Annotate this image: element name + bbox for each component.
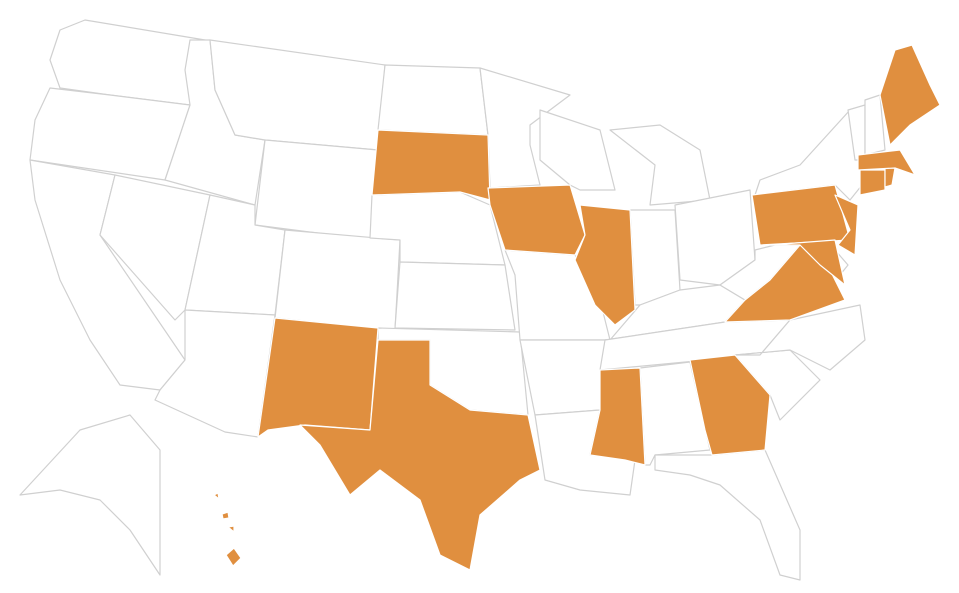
state-sd [371,129,491,201]
state-ct [859,169,886,196]
state-mi [609,124,711,206]
state-nm [257,317,379,438]
state-wi [539,109,616,191]
state-md [769,239,846,286]
state-ga [689,354,771,456]
state-ma [857,149,916,176]
state-az [154,309,276,438]
state-hi-island [221,511,230,520]
state-ak [19,414,161,576]
state-tx [299,339,541,571]
state-ks [394,261,516,331]
state-nc [734,304,866,371]
state-wy [254,139,379,241]
state-hi-island [213,492,220,500]
state-me [879,44,941,146]
state-ms [589,367,646,466]
state-ia [487,184,586,256]
state-fl [654,449,801,581]
state-mt [209,39,386,151]
state-co [274,229,401,331]
state-pa [751,184,851,246]
state-nd [377,64,489,136]
state-nv [99,174,211,321]
state-il [574,204,636,326]
state-hi [225,547,242,567]
state-ri [884,167,896,188]
state-in [629,209,681,306]
state-hi-island [227,525,235,533]
state-nj [834,194,859,256]
state-ar [519,339,611,416]
state-nh [864,94,886,156]
